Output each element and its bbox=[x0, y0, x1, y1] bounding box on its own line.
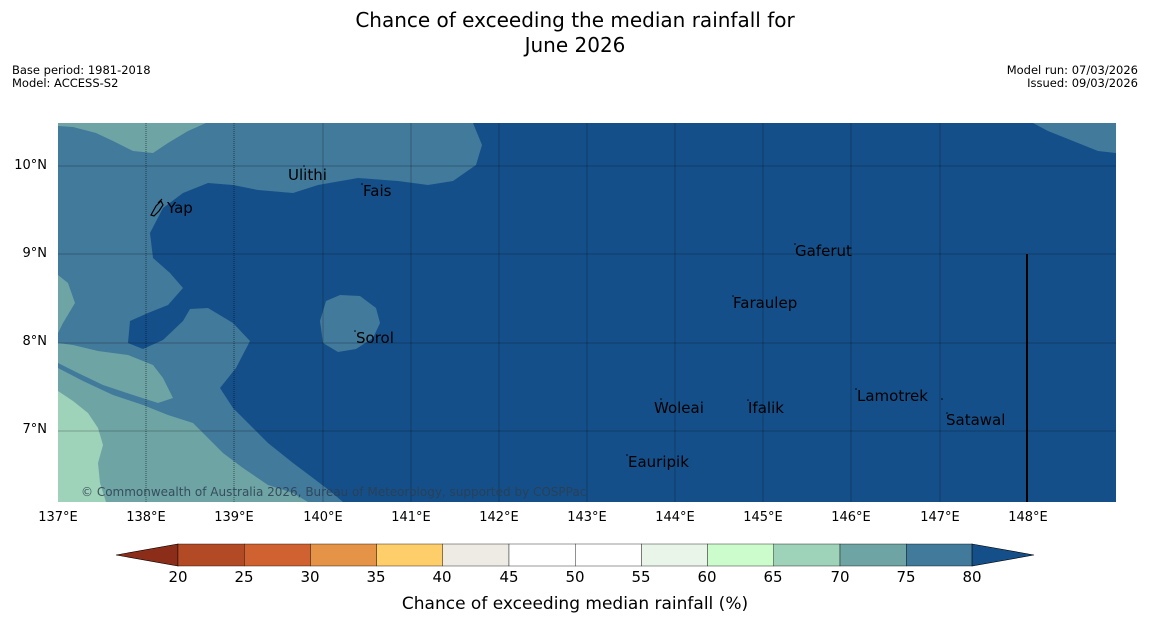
place-woleai: Woleai bbox=[654, 399, 704, 417]
map-title-line2: June 2026 bbox=[524, 33, 626, 57]
colorbar-bin-35-40 bbox=[376, 543, 444, 567]
colorbar-bin-40-45 bbox=[442, 543, 510, 567]
lon-label-140e: 140°E bbox=[303, 510, 343, 525]
region-75-80-sorol bbox=[320, 295, 380, 352]
colorbar-tick-35: 35 bbox=[366, 568, 386, 586]
colorbar-bin-50-55 bbox=[575, 543, 642, 567]
lon-label-146e: 146°E bbox=[831, 510, 871, 525]
lon-label-144e: 144°E bbox=[655, 510, 695, 525]
place-fais: Fais bbox=[363, 182, 392, 200]
model-run: Model run: 07/03/2026 bbox=[1006, 63, 1138, 77]
place-ulithi: Ulithi bbox=[288, 166, 327, 184]
colorbar bbox=[115, 543, 1035, 567]
place-sorol: Sorol bbox=[356, 329, 394, 347]
region-70-75-bottom bbox=[58, 275, 308, 502]
lon-label-141e: 141°E bbox=[391, 510, 431, 525]
colorbar-label: Chance of exceeding median rainfall (%) bbox=[401, 594, 749, 614]
colorbar-bin-65-70 bbox=[773, 543, 841, 567]
colorbar-tick-55: 55 bbox=[631, 568, 651, 586]
place-satawal: Satawal bbox=[946, 411, 1005, 429]
lon-label-147e: 147°E bbox=[920, 510, 960, 525]
colorbar-tick-65: 65 bbox=[763, 568, 783, 586]
rainfall-map: Ulithi Fais Yap Gaferut Faraulep Sorol L… bbox=[58, 123, 1116, 502]
colorbar-bin-45-50 bbox=[508, 543, 576, 567]
lat-label-8n: 8°N bbox=[22, 334, 48, 349]
region-75-80-ne bbox=[1033, 123, 1116, 153]
place-ifalik: Ifalik bbox=[748, 399, 784, 417]
colorbar-bin-20-25 bbox=[177, 543, 245, 567]
place-gaferut: Gaferut bbox=[795, 242, 852, 260]
colorbar-tick-50: 50 bbox=[565, 568, 585, 586]
colorbar-tick-60: 60 bbox=[697, 568, 717, 586]
colorbar-tick-30: 30 bbox=[300, 568, 320, 586]
map-title: Chance of exceeding the median rainfall … bbox=[0, 8, 1150, 58]
colorbar-tick-70: 70 bbox=[830, 568, 850, 586]
region-70-75-edge bbox=[58, 343, 173, 403]
region-65-70-bottom bbox=[58, 391, 106, 502]
place-eauripik: Eauripik bbox=[628, 453, 689, 471]
graticule bbox=[58, 123, 1116, 502]
colorbar-bin-30-35 bbox=[310, 543, 377, 567]
colorbar-tick-80: 80 bbox=[962, 568, 982, 586]
colorbar-bin-55-60 bbox=[641, 543, 708, 567]
colorbar-bin-25-30 bbox=[243, 543, 311, 567]
colorbar-tick-25: 25 bbox=[234, 568, 254, 586]
lon-label-145e: 145°E bbox=[743, 510, 783, 525]
meta-left: Base period: 1981-2018 Model: ACCESS-S2 bbox=[12, 64, 151, 90]
copyright-notice: © Commonwealth of Australia 2026, Bureau… bbox=[81, 485, 586, 499]
model-name: Model: ACCESS-S2 bbox=[12, 76, 119, 90]
colorbar-extend-low bbox=[115, 543, 179, 567]
meta-right: Model run: 07/03/2026 Issued: 09/03/2026 bbox=[1007, 64, 1138, 90]
colorbar-extend-high bbox=[971, 543, 1035, 567]
place-yap: Yap bbox=[166, 199, 193, 217]
map-title-line1: Chance of exceeding the median rainfall … bbox=[355, 8, 795, 32]
lat-label-7n: 7°N bbox=[22, 422, 48, 437]
region-75-80-west bbox=[58, 123, 482, 502]
colorbar-bin-60-65 bbox=[707, 543, 774, 567]
base-period: Base period: 1981-2018 bbox=[12, 63, 151, 77]
place-faraulep: Faraulep bbox=[733, 294, 797, 312]
lon-label-139e: 139°E bbox=[214, 510, 254, 525]
yap-island-icon bbox=[150, 198, 164, 217]
island-markers bbox=[303, 165, 948, 456]
issued-date: Issued: 09/03/2026 bbox=[1027, 76, 1138, 90]
colorbar-bin-70-75 bbox=[839, 543, 907, 567]
lon-label-142e: 142°E bbox=[479, 510, 519, 525]
lat-label-10n: 10°N bbox=[14, 158, 47, 173]
colorbar-tick-20: 20 bbox=[168, 568, 188, 586]
place-lamotrek: Lamotrek bbox=[857, 387, 928, 405]
lat-label-9n: 9°N bbox=[22, 246, 48, 261]
region-70-75-top bbox=[58, 123, 206, 153]
lon-label-143e: 143°E bbox=[567, 510, 607, 525]
colorbar-bin-75-80 bbox=[906, 543, 973, 567]
colorbar-tick-45: 45 bbox=[499, 568, 519, 586]
colorbar-tick-40: 40 bbox=[432, 568, 452, 586]
lon-label-137e: 137°E bbox=[38, 510, 78, 525]
lon-label-148e: 148°E bbox=[1008, 510, 1048, 525]
lon-label-138e: 138°E bbox=[126, 510, 166, 525]
colorbar-tick-75: 75 bbox=[896, 568, 916, 586]
